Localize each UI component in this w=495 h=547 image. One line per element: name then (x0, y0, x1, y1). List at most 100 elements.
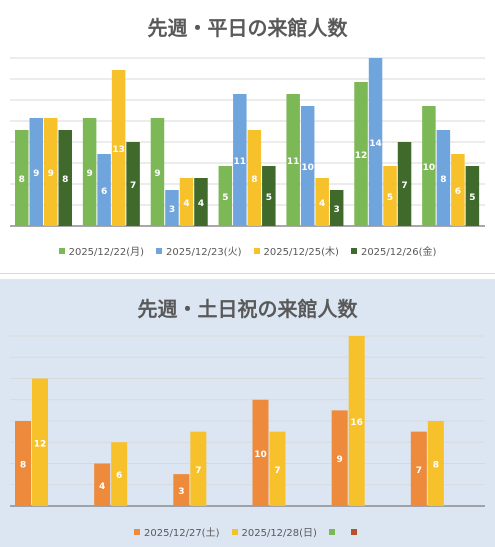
weekday-data-label: 10 (423, 163, 436, 173)
holiday-bar (427, 421, 444, 506)
weekday-bar (111, 70, 126, 226)
weekday-data-label: 4 (319, 199, 325, 209)
weekday-data-label: 4 (198, 199, 204, 209)
weekday-data-label: 12 (355, 151, 368, 161)
holiday-data-label: 7 (274, 466, 280, 476)
holiday-bar (15, 421, 31, 506)
holiday-bar (173, 474, 190, 506)
holiday-bar (94, 463, 111, 506)
weekday-legend-label: 2025/12/23(火) (166, 247, 242, 258)
weekday-data-label: 9 (154, 169, 160, 179)
holiday-legend-swatch (134, 528, 141, 535)
holiday-data-label: 9 (337, 455, 343, 465)
weekday-bar (315, 178, 329, 226)
holiday-legend-swatch (328, 528, 335, 535)
weekday-legend-swatch (350, 247, 357, 254)
weekday-legend-item: 2025/12/22(月) (58, 243, 145, 258)
weekday-bar (15, 130, 29, 226)
weekday-bar (422, 106, 436, 226)
weekday-legend-label: 2025/12/26(金) (360, 247, 437, 258)
holiday-data-label: 12 (34, 439, 47, 449)
weekday-bar (58, 130, 72, 226)
weekday-data-label: 11 (287, 157, 300, 167)
holiday-chart-panel: 先週・土日祝の来館人数 8 12 4 6 3 7 10 7 9 16 7 8 2025/12/27(土… (0, 279, 495, 547)
holiday-data-label: 6 (116, 471, 122, 481)
weekday-bar (29, 118, 43, 226)
weekday-bar (329, 190, 344, 226)
holiday-chart-title: 先週・土日祝の来館人数 (137, 297, 358, 321)
weekday-bar (436, 130, 451, 226)
weekday-data-label: 5 (266, 193, 272, 203)
weekday-bar (247, 130, 262, 226)
weekday-bar (218, 166, 233, 226)
weekday-bar (150, 118, 165, 226)
holiday-data-label: 16 (350, 418, 363, 428)
weekday-data-label: 6 (455, 187, 461, 197)
weekday-data-label: 7 (130, 181, 136, 191)
holiday-data-label: 8 (433, 461, 439, 471)
weekday-legend-item: 2025/12/23(火) (156, 243, 242, 258)
holiday-bar (32, 378, 48, 506)
holiday-bar (331, 410, 348, 506)
weekday-legend-label: 2025/12/25(木) (263, 247, 339, 258)
weekday-data-label: 7 (401, 181, 407, 191)
weekday-bar (383, 166, 397, 226)
holiday-legend-label: 2025/12/28(日) (241, 528, 317, 539)
holiday-data-label: 4 (99, 482, 105, 492)
weekday-bar (368, 58, 383, 226)
weekday-data-label: 10 (301, 163, 314, 173)
holiday-chart-legend: 2025/12/27(土) 2025/12/28(日) (0, 524, 495, 539)
holiday-data-label: 8 (20, 461, 26, 471)
weekday-data-label: 9 (33, 169, 39, 179)
holiday-legend-swatch (350, 528, 357, 535)
weekday-data-label: 8 (19, 175, 25, 185)
weekday-data-label: 3 (169, 205, 175, 215)
holiday-bar (190, 431, 207, 506)
holiday-legend-item: 2025/12/28(日) (231, 524, 317, 539)
weekday-chart-panel: 先週・平日の来館人数 8 9 9 8 9 6 13 7 9 3 4 4 5 11 8 5 11 10 4 3 12 14 5… (0, 16, 495, 274)
weekday-bar (194, 178, 208, 226)
weekday-data-label: 14 (369, 139, 382, 149)
weekday-data-label: 9 (48, 169, 54, 179)
weekday-bar (397, 142, 412, 226)
holiday-bar (252, 399, 269, 506)
weekday-bar (44, 118, 58, 226)
holiday-data-label: 7 (416, 466, 422, 476)
weekday-bar (300, 106, 315, 226)
weekday-bar (286, 94, 300, 226)
weekday-legend-swatch (58, 247, 65, 254)
holiday-bar (269, 431, 286, 506)
weekday-data-label: 8 (62, 175, 68, 185)
weekday-legend-swatch (156, 247, 163, 254)
weekday-data-label: 13 (112, 145, 125, 155)
weekday-bar (451, 154, 465, 226)
weekday-data-label: 5 (387, 193, 393, 203)
weekday-legend-label: 2025/12/22(月) (68, 247, 145, 258)
weekday-legend-swatch (253, 247, 260, 254)
holiday-legend-item (350, 527, 361, 538)
holiday-data-label: 10 (254, 450, 267, 460)
holiday-legend-swatch (231, 528, 238, 535)
weekday-data-label: 6 (101, 187, 107, 197)
weekday-data-label: 3 (334, 205, 340, 215)
weekday-data-label: 5 (469, 193, 475, 203)
weekday-data-label: 8 (251, 175, 257, 185)
holiday-data-label: 3 (178, 487, 184, 497)
holiday-bar (348, 336, 365, 506)
weekday-bar (97, 154, 111, 226)
weekday-bar (126, 142, 140, 226)
weekday-bar (165, 190, 179, 226)
weekday-chart-title: 先週・平日の来館人数 (147, 16, 348, 40)
weekday-data-label: 4 (183, 199, 189, 209)
weekday-bar (179, 178, 194, 226)
holiday-legend-item (328, 527, 339, 538)
holiday-chart-plot: 8 12 4 6 3 7 10 7 9 16 7 8 (10, 335, 485, 507)
weekday-bar (262, 166, 276, 226)
weekday-legend-item: 2025/12/25(木) (253, 243, 339, 258)
holiday-bar (410, 431, 427, 506)
holiday-legend-label: 2025/12/27(土) (144, 528, 220, 539)
weekday-data-label: 9 (86, 169, 92, 179)
weekday-legend-item: 2025/12/26(金) (350, 243, 437, 258)
weekday-bar (82, 118, 97, 226)
